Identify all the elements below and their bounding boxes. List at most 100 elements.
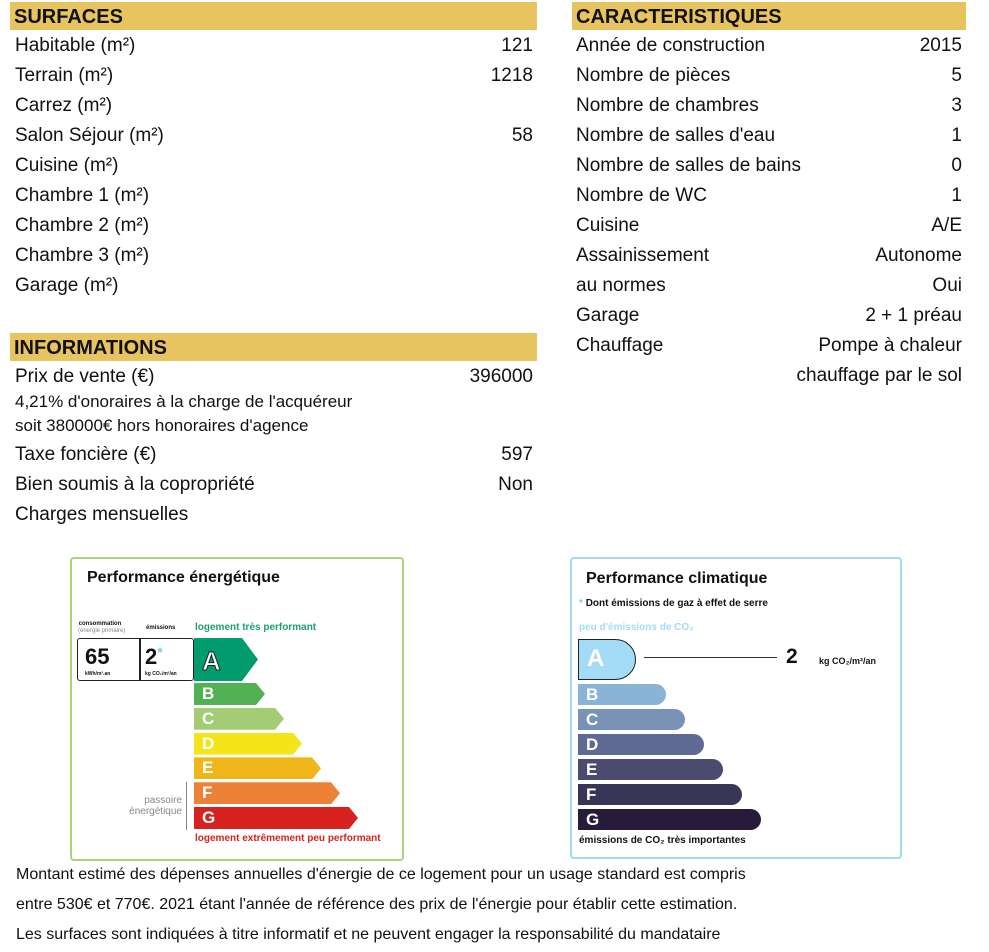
surface-row: Chambre 2 (m²) xyxy=(15,211,533,241)
climate-label xyxy=(570,557,902,859)
info-row: Taxe foncière (€) 597 xyxy=(15,440,533,470)
row-label: Assainissement xyxy=(576,245,710,266)
caracteristique-row: chauffage par le sol xyxy=(576,361,963,391)
climate-class-b: B xyxy=(578,684,666,705)
info-row: Bien soumis à la copropriété Non xyxy=(15,470,533,500)
surface-row: Chambre 1 (m²) xyxy=(15,181,533,211)
row-label: Terrain (m²) xyxy=(15,65,114,86)
row-value: 2015 xyxy=(919,35,962,56)
caracteristique-row: Année de construction 2015 xyxy=(576,31,962,61)
energy-class-f: F xyxy=(194,782,340,804)
informations-header: INFORMATIONS xyxy=(10,333,537,361)
surface-row: Terrain (m²) 1218 xyxy=(15,61,533,91)
climate-class-d: D xyxy=(578,734,704,755)
caracteristique-row: Nombre de salles de bains 0 xyxy=(576,151,962,181)
climate-unit: kg CO₂/m²/an xyxy=(819,656,877,666)
energy-title: Performance énergétique xyxy=(87,569,280,586)
row-value: 2 + 1 préau xyxy=(865,305,962,326)
surface-row: Garage (m²) xyxy=(15,271,533,301)
row-label: Nombre de salles de bains xyxy=(576,155,801,176)
energy-class-e: E xyxy=(194,757,321,779)
fee-line: soit 380000€ hors honoraires d'agence xyxy=(15,414,533,438)
caracteristique-row: Nombre de chambres 3 xyxy=(576,91,962,121)
climate-class-a: A xyxy=(578,639,636,680)
energy-class-c: C xyxy=(194,708,284,730)
row-label: Chambre 2 (m²) xyxy=(15,215,150,236)
climate-class-c: C xyxy=(578,709,685,730)
energy-class-g: G xyxy=(194,807,358,829)
climate-subtitle: * Dont émissions de gaz à effet de serre xyxy=(579,598,768,609)
energy-label xyxy=(70,557,404,861)
row-label: Nombre de salles d'eau xyxy=(576,125,776,146)
emissions-value: 2* xyxy=(145,644,163,670)
star: * xyxy=(579,598,583,609)
consumption-box xyxy=(77,638,194,681)
consumption-label-text: consommation xyxy=(78,621,122,627)
energy-class-d: D xyxy=(194,733,302,755)
row-value: chauffage par le sol xyxy=(796,365,963,386)
surface-row: Chambre 3 (m²) xyxy=(15,241,533,271)
row-label: Chambre 3 (m²) xyxy=(15,245,150,266)
caracteristique-row: au normes Oui xyxy=(576,271,962,301)
caracteristique-row: Nombre de salles d'eau 1 xyxy=(576,121,962,151)
climate-title: Performance climatique xyxy=(586,570,768,587)
row-label: Nombre de chambres xyxy=(576,95,759,116)
surface-row: Salon Séjour (m²) 58 xyxy=(15,121,533,151)
row-value: 0 xyxy=(951,155,962,176)
caracteristique-row: Assainissement Autonome xyxy=(576,241,962,271)
caracteristiques-header: CARACTERISTIQUES xyxy=(572,2,966,30)
surfaces-header: SURFACES xyxy=(10,2,537,30)
row-label: Nombre de pièces xyxy=(576,65,731,86)
energy-top-label: logement très performant xyxy=(195,622,317,633)
row-value: Oui xyxy=(932,275,962,296)
fee-line: 4,21% d'onoraires à la charge de l'acqué… xyxy=(15,390,533,414)
row-label: Cuisine xyxy=(576,215,640,236)
emissions-label: émissions xyxy=(146,625,176,631)
row-label: Habitable (m²) xyxy=(15,35,136,56)
energy-class-a: A xyxy=(194,638,258,681)
row-label: au normes xyxy=(576,275,666,296)
info-row: Charges mensuelles xyxy=(15,500,533,530)
footnote: Les surfaces sont indiquées à titre info… xyxy=(16,926,721,943)
row-label: Garage xyxy=(576,305,640,326)
row-value: 1218 xyxy=(490,65,533,86)
caracteristique-row: Cuisine A/E xyxy=(576,211,962,241)
climate-class-g: G xyxy=(578,809,761,830)
row-label: Nombre de WC xyxy=(576,185,707,206)
row-value: 3 xyxy=(951,95,962,116)
passoire-bracket xyxy=(186,782,187,830)
row-label: Taxe foncière (€) xyxy=(15,444,157,465)
climate-class-e: E xyxy=(578,759,723,780)
row-value: Autonome xyxy=(875,245,962,266)
row-value: 5 xyxy=(951,65,962,86)
consumption-label: consommation (énergie primaire) xyxy=(78,621,126,635)
climate-value: 2 xyxy=(786,645,798,668)
caracteristique-row: Nombre de pièces 5 xyxy=(576,61,962,91)
price-label: Prix de vente (€) xyxy=(15,366,155,387)
footnote: entre 530€ et 770€. 2021 étant l'année d… xyxy=(16,896,738,913)
fee-text-1: 4,21% d'onoraires à la charge de l'acqué… xyxy=(15,392,353,411)
surface-row: Cuisine (m²) xyxy=(15,151,533,181)
passoire-label: passoire énergétique xyxy=(129,795,182,817)
climate-class-f: F xyxy=(578,784,742,805)
row-value: Pompe à chaleur xyxy=(818,335,962,356)
row-value: A/E xyxy=(931,215,962,236)
consumption-value: 65 xyxy=(85,644,110,669)
consumption-sub: (énergie primaire) xyxy=(78,628,126,634)
caracteristique-row: Nombre de WC 1 xyxy=(576,181,962,211)
emissions-unit: kg CO₂/m²/an xyxy=(145,671,177,677)
row-value: 597 xyxy=(501,444,533,465)
rating-leader-line xyxy=(644,657,777,658)
caracteristique-row: Garage 2 + 1 préau xyxy=(576,301,962,331)
row-label: Chauffage xyxy=(576,335,664,356)
row-label: Charges mensuelles xyxy=(15,504,189,525)
surface-row: Habitable (m²) 121 xyxy=(15,31,533,61)
row-label: Année de construction xyxy=(576,35,766,56)
subtitle-text: Dont émissions de gaz à effet de serre xyxy=(585,598,768,609)
emissions-number: 2 xyxy=(145,644,158,669)
climate-bottom-label: émissions de CO₂ très importantes xyxy=(579,835,746,846)
price-row: Prix de vente (€) 396000 xyxy=(15,362,533,392)
caracteristique-row: Chauffage Pompe à chaleur xyxy=(576,331,962,361)
divider xyxy=(139,638,141,681)
consumption-unit: kWh/m².an xyxy=(85,671,111,677)
